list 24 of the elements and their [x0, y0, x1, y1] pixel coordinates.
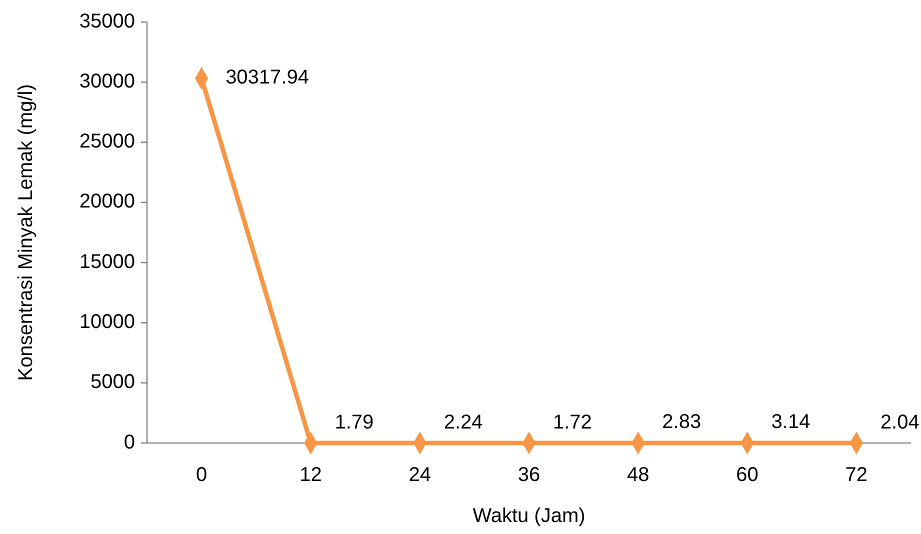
data-label: 3.14	[771, 411, 810, 434]
data-label: 30317.94	[226, 66, 309, 89]
data-label: 1.72	[553, 411, 592, 434]
y-axis-title: Konsentrasi Minyak Lemak (mg/l)	[15, 84, 37, 381]
y-tick-label: 15000	[79, 250, 135, 273]
y-tick-label: 20000	[79, 190, 135, 213]
x-axis-title: Waktu (Jam)	[472, 505, 586, 527]
data-label: 1.79	[334, 411, 374, 434]
x-tick-label: 72	[845, 464, 868, 486]
y-tick-label: 35000	[79, 10, 135, 32]
y-tick-label: 10000	[79, 310, 135, 333]
y-tick-label: 5000	[90, 371, 135, 394]
x-tick-label: 0	[196, 464, 208, 486]
y-tick-label: 0	[124, 431, 135, 454]
y-tick-label: 25000	[79, 130, 135, 153]
y-tick-label: 30000	[79, 70, 135, 92]
x-tick-label: 24	[408, 464, 431, 486]
x-tick-label: 60	[736, 464, 758, 486]
data-label: 2.04	[880, 411, 920, 434]
data-label: 2.24	[444, 411, 483, 434]
x-tick-label: 48	[627, 464, 650, 486]
x-tick-label: 12	[300, 464, 322, 486]
x-tick-label: 36	[518, 464, 540, 486]
data-label: 2.83	[662, 411, 702, 434]
